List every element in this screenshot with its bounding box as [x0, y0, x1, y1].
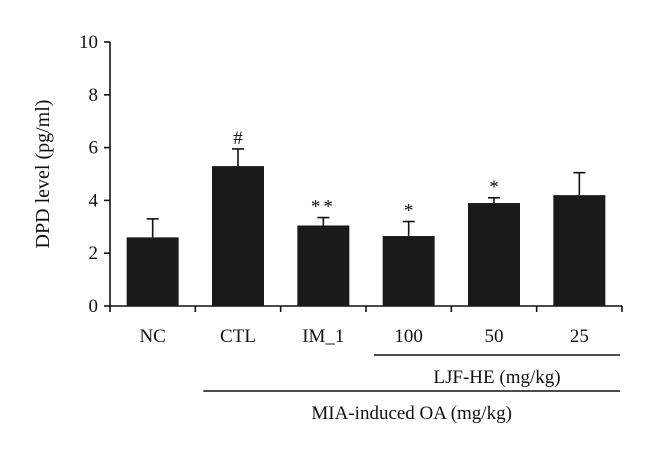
x-category-label: 50	[485, 326, 504, 347]
y-tick-label: 4	[89, 190, 99, 211]
x-category-label: 100	[394, 326, 423, 347]
y-axis-title: DPD level (pg/ml)	[32, 100, 54, 249]
significance-marker: *	[489, 177, 499, 198]
y-tick-label: 0	[89, 296, 99, 317]
y-tick-label: 2	[89, 243, 99, 264]
bar	[382, 236, 435, 306]
bar	[126, 237, 179, 306]
group-label: LJF-HE (mg/kg)	[433, 367, 560, 388]
bar	[468, 203, 520, 306]
x-category-label: NC	[139, 326, 165, 347]
group-label: MIA-induced OA (mg/kg)	[311, 403, 512, 424]
x-category-label: CTL	[220, 326, 256, 347]
bar	[553, 195, 606, 306]
y-tick-label: 8	[89, 85, 99, 106]
y-tick-label: 10	[79, 32, 98, 53]
significance-marker: #	[233, 128, 243, 149]
y-tick-label: 6	[89, 138, 99, 159]
x-category-label: IM_1	[302, 326, 344, 347]
significance-marker: **	[311, 197, 336, 218]
bar	[297, 225, 350, 306]
x-category-label: 25	[570, 326, 589, 347]
bar	[212, 166, 264, 306]
significance-marker: *	[404, 201, 414, 222]
